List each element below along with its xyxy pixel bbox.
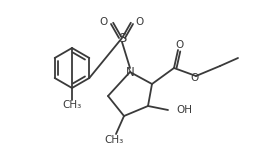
Text: S: S [118,32,126,45]
Text: O: O [176,40,184,50]
Text: O: O [136,17,144,27]
Text: N: N [126,65,134,79]
Text: OH: OH [176,105,192,115]
Text: CH₃: CH₃ [104,135,124,145]
Text: O: O [191,73,199,83]
Text: O: O [100,17,108,27]
Text: CH₃: CH₃ [62,100,82,110]
